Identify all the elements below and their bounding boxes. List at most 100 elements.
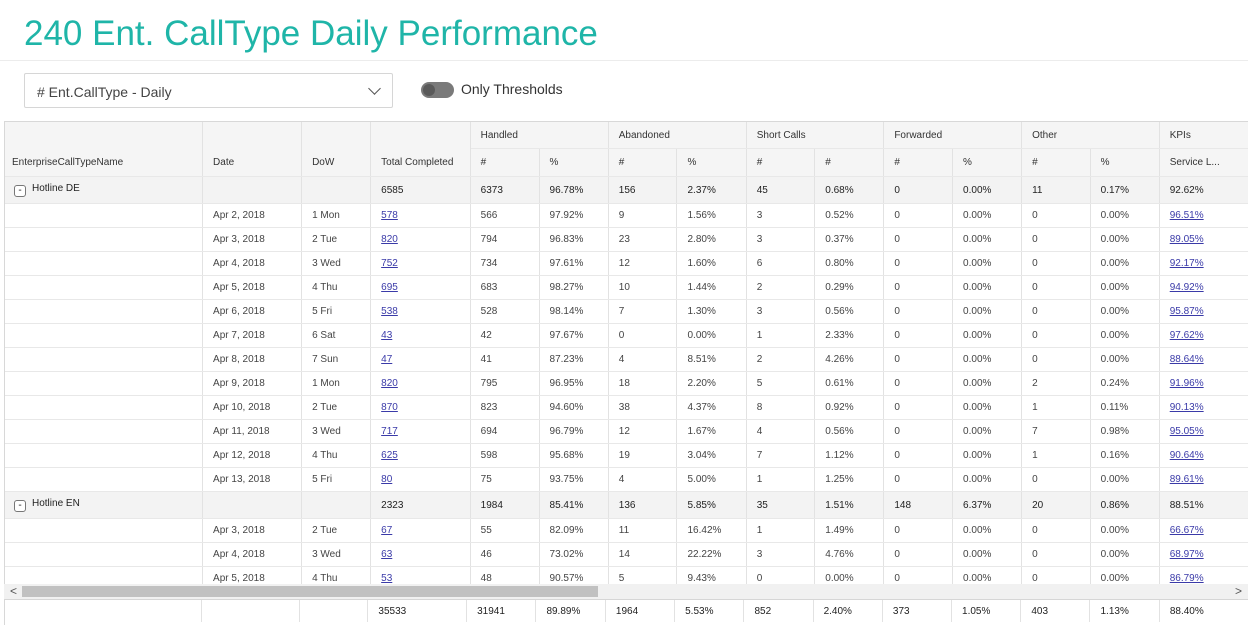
header-forwarded-pct[interactable]: % <box>952 148 1023 177</box>
service-level-link[interactable]: 89.05% <box>1169 234 1204 245</box>
header-other-count[interactable]: # <box>1021 148 1091 177</box>
service-level-link[interactable]: 95.05% <box>1169 426 1204 437</box>
header-handled-count[interactable]: # <box>470 148 540 177</box>
service-level-link[interactable]: 86.79% <box>1169 573 1204 584</box>
total-completed-cell: 717 <box>370 419 471 444</box>
header-short-calls-count-2[interactable]: # <box>814 148 885 177</box>
scroll-left-icon[interactable]: < <box>10 584 18 598</box>
forwarded-pct-cell: 6.37% <box>952 491 1023 519</box>
header-group-kpis: KPIs <box>1159 122 1248 149</box>
forwarded-pct-cell: 0.00% <box>952 323 1023 348</box>
short-calls-pct-cell: 0.56% <box>814 419 885 444</box>
service-level-link[interactable]: 90.13% <box>1169 402 1204 413</box>
short-calls-count-cell: 6 <box>746 251 816 276</box>
collapse-icon[interactable]: - <box>14 500 26 512</box>
table-row: Apr 5, 2018 4 Thu 53 48 90.57% 5 9.43% 0 0.00% 0 0… <box>5 566 1248 585</box>
service-level-cell: 97.62% <box>1159 323 1248 348</box>
abandoned-pct-cell: 16.42% <box>676 518 747 543</box>
short-calls-pct-cell: 0.52% <box>814 203 885 228</box>
date-cell: Apr 4, 2018 <box>202 251 303 276</box>
dow-cell: 5 Fri <box>301 299 372 324</box>
service-level-link[interactable]: 66.67% <box>1169 525 1204 536</box>
calltype-name-cell <box>5 566 204 585</box>
group-row[interactable]: - Hotline EN 2323 1984 85.41% 136 5.85% 35 1.51%… <box>5 491 1248 519</box>
handled-count-cell: 734 <box>470 251 540 276</box>
abandoned-count-cell: 5 <box>608 566 678 585</box>
short-calls-pct-cell: 1.49% <box>814 518 885 543</box>
other-pct-cell: 0.00% <box>1090 203 1160 228</box>
header-total-completed[interactable]: Total Completed <box>370 122 471 177</box>
forwarded-pct-cell: 0.00% <box>952 203 1023 228</box>
header-forwarded-count[interactable]: # <box>883 148 954 177</box>
other-pct-cell: 0.00% <box>1090 518 1160 543</box>
total-completed-link[interactable]: 695 <box>381 282 398 293</box>
total-completed-link[interactable]: 47 <box>381 354 393 365</box>
total-completed-link[interactable]: 820 <box>381 234 398 245</box>
handled-pct-cell: 97.61% <box>539 251 609 276</box>
table-row: Apr 11, 2018 3 Wed 717 694 96.79% 12 1.67% 4 0.5… <box>5 419 1248 444</box>
service-level-link[interactable]: 94.92% <box>1169 282 1204 293</box>
header-enterprise-calltype-name[interactable]: EnterpriseCallTypeName <box>5 122 204 177</box>
header-date[interactable]: Date <box>202 122 303 177</box>
service-level-link[interactable]: 92.17% <box>1169 258 1204 269</box>
handled-pct-cell: 97.92% <box>539 203 609 228</box>
total-completed-link[interactable]: 870 <box>381 402 398 413</box>
total-completed-link[interactable]: 63 <box>381 549 393 560</box>
other-pct-cell: 0.00% <box>1090 275 1160 300</box>
calltype-name-cell <box>5 518 204 543</box>
service-level-link[interactable]: 96.51% <box>1169 210 1204 221</box>
handled-pct-cell: 87.23% <box>539 347 609 372</box>
service-level-cell: 89.05% <box>1159 227 1248 252</box>
report-dropdown[interactable]: # Ent.CallType - Daily <box>24 73 393 108</box>
dow-cell: 2 Tue <box>301 227 372 252</box>
service-level-link[interactable]: 91.96% <box>1169 378 1204 389</box>
header-abandoned-pct[interactable]: % <box>676 148 747 177</box>
total-completed-cell: 2323 <box>370 491 471 519</box>
total-completed-link[interactable]: 538 <box>381 306 398 317</box>
total-completed-link[interactable]: 820 <box>381 378 398 389</box>
service-level-link[interactable]: 90.64% <box>1169 450 1204 461</box>
service-level-link[interactable]: 97.62% <box>1169 330 1204 341</box>
horizontal-scrollbar[interactable]: < > <box>4 584 1248 599</box>
service-level-link[interactable]: 95.87% <box>1169 306 1204 317</box>
header-group-other: Other <box>1021 122 1160 149</box>
total-completed-link[interactable]: 67 <box>381 525 393 536</box>
total-completed-link[interactable]: 578 <box>381 210 398 221</box>
only-thresholds-toggle[interactable] <box>421 82 454 98</box>
header-service-level[interactable]: Service L... <box>1159 148 1248 177</box>
total-completed-link[interactable]: 80 <box>381 474 393 485</box>
service-level-cell: 95.05% <box>1159 419 1248 444</box>
abandoned-pct-cell: 22.22% <box>676 542 747 567</box>
scroll-right-icon[interactable]: > <box>1234 584 1242 598</box>
header-abandoned-count[interactable]: # <box>608 148 678 177</box>
handled-count-cell: 1984 <box>470 491 540 519</box>
scrollbar-thumb[interactable] <box>22 586 598 597</box>
total-completed-link[interactable]: 625 <box>381 450 398 461</box>
other-count-cell: 1 <box>1021 395 1091 420</box>
header-dow[interactable]: DoW <box>301 122 372 177</box>
service-level-link[interactable]: 68.97% <box>1169 549 1204 560</box>
forwarded-pct-cell: 0.00% <box>952 395 1023 420</box>
collapse-icon[interactable]: - <box>14 185 26 197</box>
total-completed-link[interactable]: 53 <box>381 573 393 584</box>
table-row: Apr 4, 2018 3 Wed 752 734 97.61% 12 1.60% 6 0.80… <box>5 251 1248 276</box>
abandoned-count-cell: 14 <box>608 542 678 567</box>
forwarded-pct-cell: 0.00% <box>952 542 1023 567</box>
other-count-cell: 0 <box>1021 227 1091 252</box>
total-completed-link[interactable]: 717 <box>381 426 398 437</box>
header-other-pct[interactable]: % <box>1090 148 1160 177</box>
total-completed-link[interactable]: 752 <box>381 258 398 269</box>
group-row[interactable]: - Hotline DE 6585 6373 96.78% 156 2.37% 45 0.68%… <box>5 176 1248 204</box>
other-count-cell: 0 <box>1021 467 1091 492</box>
service-level-cell: 86.79% <box>1159 566 1248 585</box>
total-completed-link[interactable]: 43 <box>381 330 393 341</box>
handled-count-cell: 598 <box>470 443 540 468</box>
total-completed-cell: 43 <box>370 323 471 348</box>
header-handled-pct[interactable]: % <box>539 148 609 177</box>
header-short-calls-count[interactable]: # <box>746 148 816 177</box>
header-group-handled: Handled <box>470 122 609 149</box>
abandoned-count-cell: 4 <box>608 347 678 372</box>
service-level-link[interactable]: 89.61% <box>1169 474 1204 485</box>
service-level-link[interactable]: 88.64% <box>1169 354 1204 365</box>
dow-cell: 2 Tue <box>301 518 372 543</box>
